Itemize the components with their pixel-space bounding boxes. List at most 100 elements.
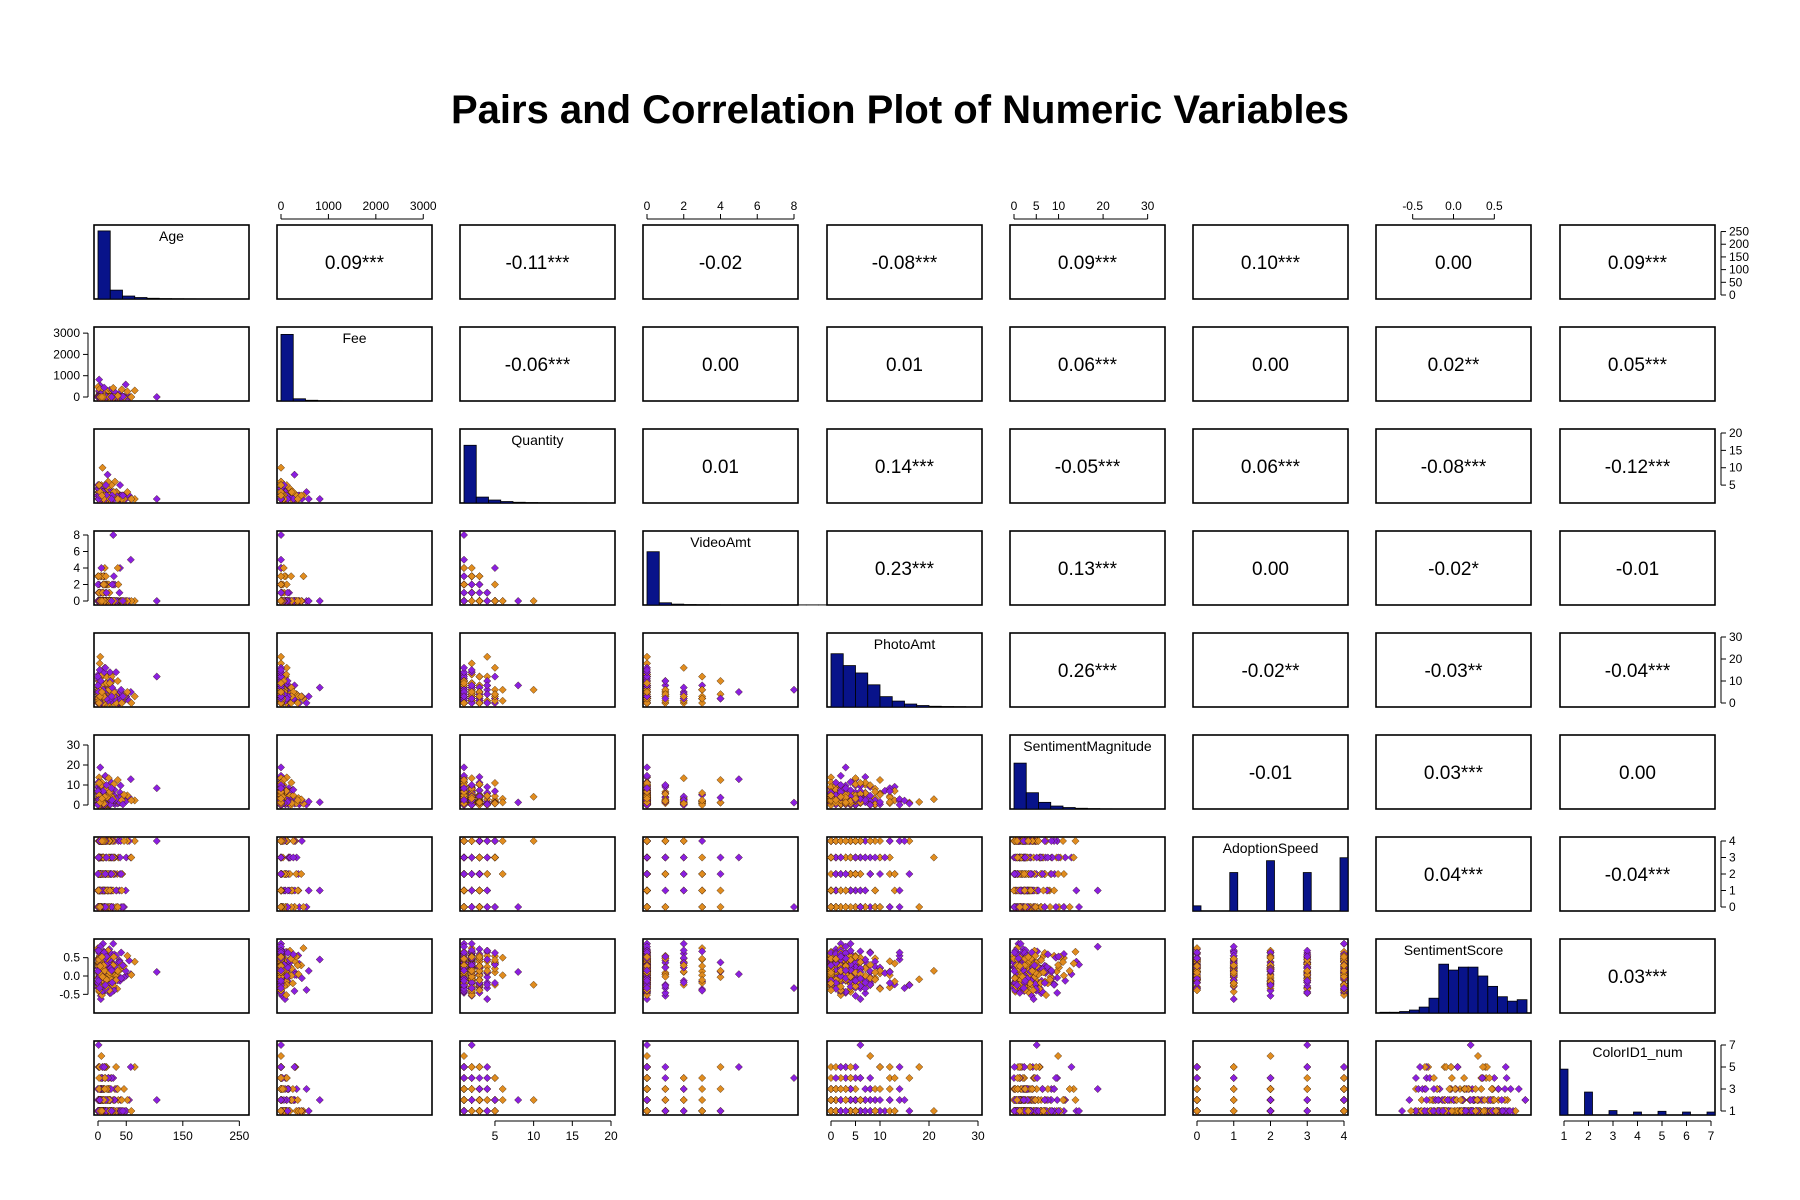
panel-4-1	[276, 632, 433, 708]
panel-2-2: Quantity	[459, 428, 616, 504]
panel-3-1	[276, 530, 433, 606]
panel-frame	[276, 326, 433, 402]
panel-4-7: -0.03**	[1375, 632, 1532, 708]
correlation-label: -0.11***	[505, 253, 570, 274]
panel-frame	[276, 530, 433, 606]
histogram-bar	[658, 602, 672, 606]
histogram-bar	[146, 297, 160, 300]
panel-5-5: SentimentMagnitude	[1009, 734, 1166, 810]
panel-frame	[1009, 326, 1166, 402]
panel-0-2: -0.11***	[459, 224, 616, 300]
panel-5-0	[93, 734, 250, 810]
panel-0-0: Age	[93, 224, 250, 300]
scatter-point	[121, 380, 130, 389]
panel-frame	[826, 224, 983, 300]
scatter-point	[100, 383, 109, 392]
correlation-label: -0.05***	[1055, 457, 1121, 478]
histogram-bar	[842, 665, 856, 708]
panel-5-6: -0.01	[1192, 734, 1349, 810]
panel-1-7: 0.02**	[1375, 326, 1532, 402]
panel-frame	[1375, 326, 1532, 402]
panel-1-2: -0.06***	[459, 326, 616, 402]
histogram-bar	[904, 703, 918, 708]
panel-1-1: Fee	[276, 326, 433, 402]
histogram-bar	[512, 501, 526, 504]
panel-frame	[1192, 326, 1349, 402]
panel-frame	[1009, 224, 1166, 300]
panel-5-3	[642, 734, 799, 810]
chart-title: Pairs and Correlation Plot of Numeric Va…	[450, 88, 1350, 132]
panel-frame	[93, 428, 250, 504]
variable-label: PhotoAmt	[874, 636, 936, 652]
histogram-bar	[500, 501, 514, 504]
correlation-label: -0.08***	[1421, 457, 1487, 478]
histogram-bar	[879, 696, 893, 708]
panel-2-7: -0.08***	[1375, 428, 1532, 504]
correlation-label: 0.26***	[1058, 661, 1118, 682]
correlation-label: -0.12***	[1605, 457, 1671, 478]
panel-1-3: 0.00	[642, 326, 799, 402]
scatter-point	[117, 385, 126, 394]
panel-6-3	[642, 836, 799, 912]
scatter-point	[103, 470, 112, 479]
scatter-point	[152, 495, 161, 503]
panel-frame	[459, 530, 616, 606]
panel-frame	[1192, 224, 1349, 300]
panel-5-4	[826, 734, 983, 810]
correlation-label: 0.01	[886, 355, 923, 376]
panel-2-1	[276, 428, 433, 504]
panel-frame	[93, 326, 250, 402]
panel-3-4: 0.23***	[826, 530, 983, 606]
panel-5-2	[459, 734, 616, 810]
panel-frame	[93, 224, 250, 300]
panel-1-0	[93, 326, 250, 402]
panel-frame	[826, 326, 983, 402]
histogram-bar	[1062, 807, 1076, 810]
histogram-bar	[1025, 792, 1039, 810]
panel-3-8: -0.01	[1559, 530, 1716, 606]
scatter-point	[95, 375, 104, 384]
panel-3-3: VideoAmt	[642, 530, 844, 606]
panel-3-6: 0.00	[1192, 530, 1349, 606]
variable-label: VideoAmt	[690, 534, 751, 550]
scatter-point	[98, 463, 107, 472]
panel-1-6: 0.00	[1192, 326, 1349, 402]
panel-2-3: 0.01	[642, 428, 799, 504]
scatter-point	[107, 393, 116, 401]
panel-4-0	[93, 632, 250, 708]
variable-label: SentimentMagnitude	[1023, 738, 1152, 754]
correlation-label: 0.05***	[1608, 355, 1668, 376]
correlation-label: 0.23***	[875, 559, 935, 580]
panel-frame	[1559, 326, 1716, 402]
correlation-label: -0.01	[1249, 763, 1292, 784]
correlation-label: 0.01	[702, 457, 739, 478]
histogram-bar	[475, 496, 489, 504]
panel-6-2	[459, 836, 616, 912]
panel-0-8: 0.09***	[1559, 224, 1716, 300]
panel-1-4: 0.01	[826, 326, 983, 402]
panel-0-5: 0.09***	[1009, 224, 1166, 300]
panel-0-6: 0.10***	[1192, 224, 1349, 300]
panel-frame	[276, 224, 433, 300]
correlation-label: -0.02	[699, 253, 742, 274]
histogram-bar	[97, 230, 111, 300]
histogram-bar	[109, 289, 123, 300]
correlation-label: 0.00	[702, 355, 739, 376]
correlation-label: -0.02**	[1241, 661, 1300, 682]
histogram-bar	[646, 551, 660, 606]
panel-frame	[459, 326, 616, 402]
panel-3-7: -0.02*	[1375, 530, 1532, 606]
histogram-bar	[1074, 807, 1088, 810]
correlation-label: 0.10***	[1241, 253, 1301, 274]
panel-0-4: -0.08***	[826, 224, 983, 300]
correlation-label: -0.04***	[1605, 661, 1671, 682]
panel-frame	[642, 224, 799, 300]
panel-4-4: PhotoAmt	[826, 632, 983, 708]
panel-frame	[459, 224, 616, 300]
correlation-label: 0.00	[1252, 559, 1289, 580]
histogram-bar	[305, 399, 319, 402]
panel-0-1: 0.09***	[276, 224, 433, 300]
variable-label: Fee	[342, 330, 366, 346]
histogram-bar	[867, 684, 881, 708]
histogram-bar	[916, 705, 930, 708]
